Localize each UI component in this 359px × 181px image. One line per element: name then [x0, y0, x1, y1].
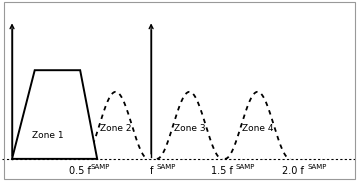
Text: 0.5 f: 0.5 f — [69, 166, 91, 176]
Text: Zone 3: Zone 3 — [174, 124, 205, 133]
Text: Zone 4: Zone 4 — [242, 124, 273, 133]
Text: Zone 1: Zone 1 — [32, 131, 63, 140]
Text: Zone 2: Zone 2 — [100, 124, 131, 133]
Text: f: f — [149, 166, 153, 176]
Text: SAMP: SAMP — [236, 164, 255, 170]
Text: 1.5 f: 1.5 f — [211, 166, 233, 176]
Text: SAMP: SAMP — [91, 164, 110, 170]
Text: SAMP: SAMP — [157, 164, 176, 170]
Text: 2.0 f: 2.0 f — [282, 166, 304, 176]
Polygon shape — [12, 70, 97, 159]
Text: SAMP: SAMP — [308, 164, 327, 170]
